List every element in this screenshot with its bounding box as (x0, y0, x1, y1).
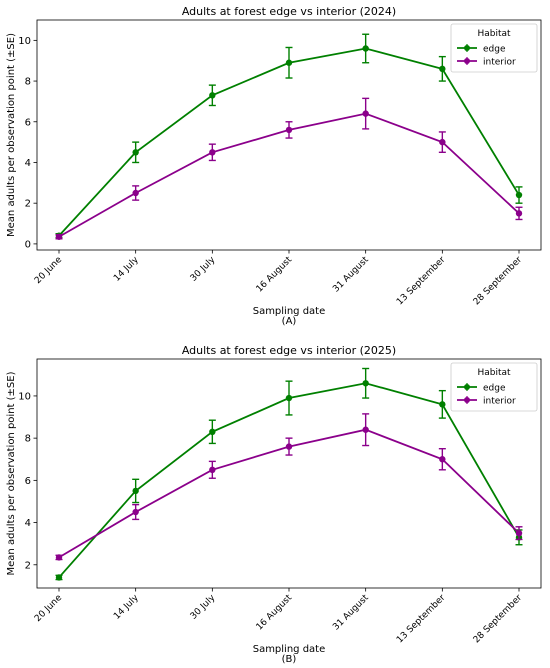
y-tick-label: 2 (25, 199, 31, 210)
x-tick-label: 20 June (33, 255, 64, 286)
data-point-edge (132, 487, 139, 495)
series-interior (55, 413, 523, 561)
x-axis-label: Sampling date (253, 306, 326, 317)
legend-label-edge: edge (483, 384, 506, 394)
data-point-interior (55, 554, 63, 561)
legend-box (450, 362, 538, 412)
chart-panel-1: Adults at forest edge vs interior (2024)… (6, 5, 542, 327)
series-interior (55, 97, 523, 240)
x-tick-label: 31 August (331, 593, 371, 633)
panel-label: (A) (282, 316, 297, 327)
x-tick-label: 20 June (33, 593, 64, 624)
legend: Habitat edge interior (450, 23, 538, 73)
y-tick-label: 10 (18, 36, 31, 47)
x-tick-label: 16 August (255, 593, 295, 633)
legend-marker (464, 45, 470, 51)
data-point-edge (439, 401, 446, 408)
x-axis-label: Sampling date (253, 644, 326, 655)
y-tick-label: 8 (25, 77, 31, 88)
x-tick-label: 14 July (112, 255, 141, 284)
y-tick-label: 4 (25, 158, 31, 169)
x-tick-label: 13 September (395, 593, 448, 646)
y-tick-label: 8 (25, 434, 31, 445)
data-point-interior (362, 426, 369, 433)
data-point-interior (209, 149, 216, 156)
x-tick-label: 28 September (472, 255, 525, 308)
data-point-interior (285, 126, 293, 134)
data-point-interior (515, 529, 523, 537)
data-point-edge (515, 191, 523, 199)
x-tick-label: 30 July (189, 255, 218, 284)
x-tick-label: 13 September (395, 255, 448, 308)
y-tick-label: 6 (25, 476, 31, 487)
data-point-edge (362, 45, 369, 52)
x-tick-label: 30 July (189, 593, 218, 622)
x-tick-label: 28 September (472, 593, 525, 646)
y-axis-label: Mean adults per observation point (±SE) (6, 33, 17, 237)
data-point-edge (55, 574, 63, 581)
data-point-interior (439, 456, 446, 463)
chart-title: Adults at forest edge vs interior (2025) (182, 344, 396, 357)
series-edge (55, 33, 523, 239)
legend-label-interior: interior (483, 397, 516, 407)
data-point-edge (285, 59, 293, 66)
chart-title: Adults at forest edge vs interior (2024) (182, 5, 396, 18)
x-tick-label: 14 July (112, 593, 141, 622)
legend: Habitat edge interior (450, 362, 538, 412)
data-point-edge (285, 394, 293, 402)
data-point-interior (362, 110, 369, 117)
legend-box (450, 23, 538, 73)
y-tick-label: 0 (25, 239, 31, 250)
data-point-edge (362, 380, 369, 387)
legend-label-edge: edge (483, 45, 506, 55)
data-point-interior (55, 233, 63, 240)
legend-marker (464, 384, 470, 390)
panel-label: (B) (282, 654, 297, 665)
y-axis-label: Mean adults per observation point (±SE) (6, 371, 17, 575)
data-point-interior (132, 189, 139, 197)
data-point-interior (132, 508, 139, 516)
x-tick-label: 31 August (331, 255, 371, 295)
legend-title: Habitat (477, 368, 511, 378)
x-tick-label: 16 August (255, 255, 295, 295)
data-point-edge (439, 65, 446, 73)
y-tick-label: 4 (25, 518, 31, 529)
y-tick-label: 2 (25, 560, 31, 571)
data-point-interior (439, 138, 446, 146)
y-tick-label: 6 (25, 117, 31, 128)
data-point-edge (209, 92, 216, 99)
legend-title: Habitat (477, 29, 511, 39)
chart-panel-2: Adults at forest edge vs interior (2025)… (6, 344, 542, 665)
legend-marker (464, 58, 470, 64)
data-point-interior (285, 443, 293, 450)
data-point-edge (132, 149, 139, 156)
legend-label-interior: interior (483, 58, 516, 68)
data-point-interior (209, 466, 216, 474)
legend-marker (464, 397, 470, 403)
y-tick-label: 10 (18, 391, 31, 402)
data-point-edge (209, 428, 216, 436)
data-point-interior (515, 210, 523, 217)
